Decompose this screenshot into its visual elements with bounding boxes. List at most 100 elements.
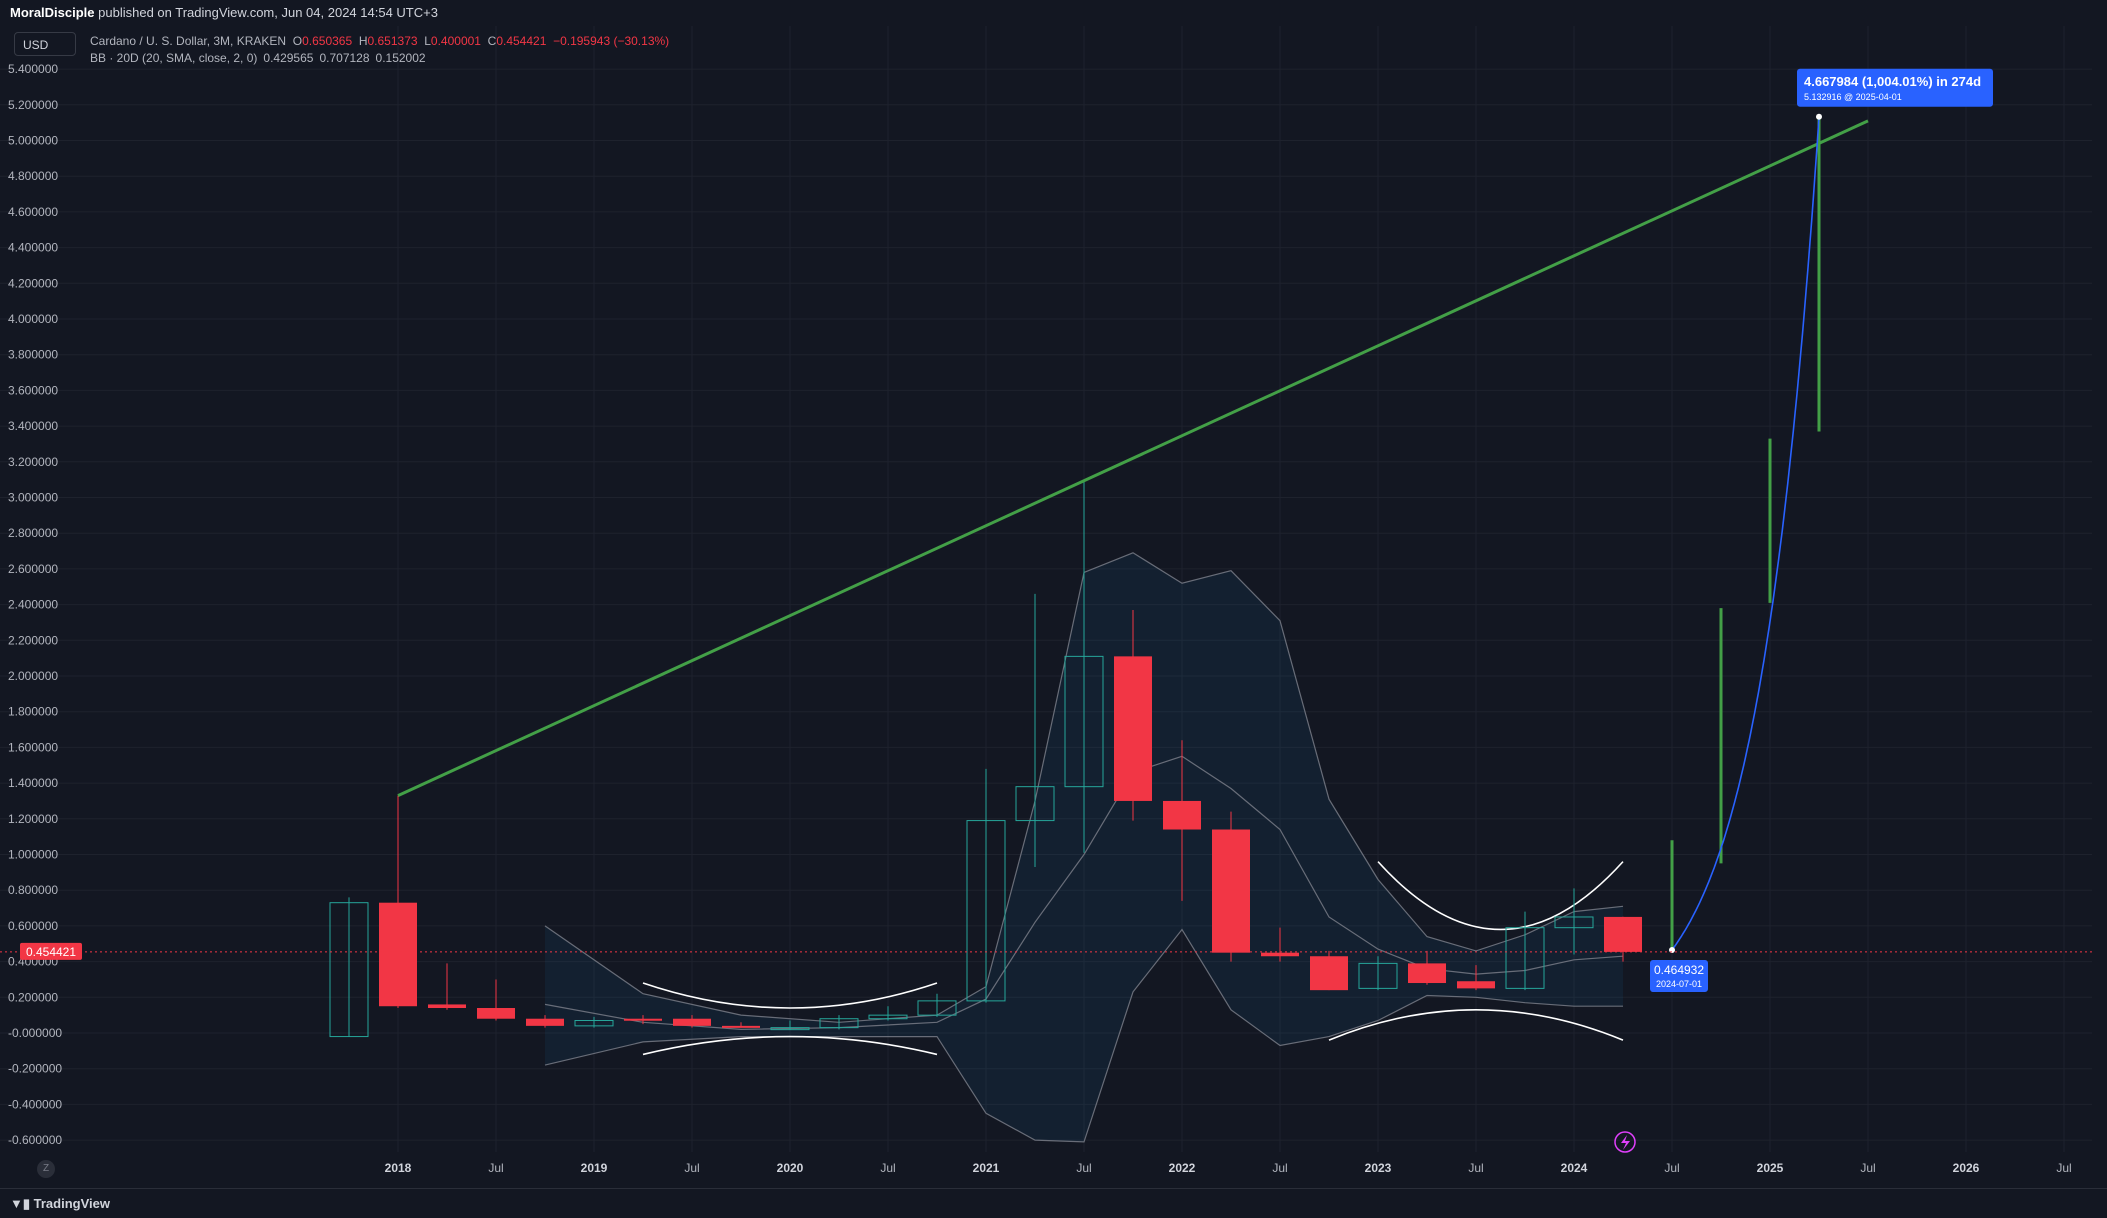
y-tick-label: 2.800000 bbox=[8, 526, 58, 540]
x-tick-label: 2018 bbox=[385, 1161, 412, 1175]
y-tick-label: 1.400000 bbox=[8, 776, 58, 790]
start-label-box bbox=[1650, 960, 1708, 993]
projection-layer bbox=[1669, 113, 1822, 954]
candle-body bbox=[379, 902, 417, 1007]
trendline bbox=[397, 119, 1869, 797]
y-tick-label: 0.800000 bbox=[8, 883, 58, 897]
x-tick-label: Jul bbox=[684, 1161, 699, 1175]
projection-end-dot bbox=[1816, 113, 1822, 120]
candle-body bbox=[1114, 656, 1152, 801]
y-tick-label: 2.000000 bbox=[8, 669, 58, 683]
y-tick-label: 4.200000 bbox=[8, 276, 58, 290]
trendline-layer bbox=[397, 119, 1869, 797]
legend-open: 0.650365 bbox=[302, 34, 353, 48]
candle-body bbox=[1604, 916, 1642, 952]
y-tick-label: 2.600000 bbox=[8, 562, 58, 576]
x-tick-label: 2025 bbox=[1757, 1161, 1784, 1175]
y-tick-label: 3.400000 bbox=[8, 419, 58, 433]
measure-label-main: 4.667984 (1,004.01%) in 274d bbox=[1804, 74, 1981, 89]
candle-body bbox=[574, 1020, 614, 1027]
candles bbox=[329, 479, 1642, 1038]
legend-close-label: C bbox=[487, 34, 497, 48]
legend-high: 0.651373 bbox=[367, 34, 418, 48]
candle-body bbox=[1064, 655, 1104, 788]
y-tick-label: -0.200000 bbox=[8, 1062, 62, 1076]
projection-curve bbox=[1671, 116, 1820, 951]
start-label-date: 2024-07-01 bbox=[1656, 979, 1702, 989]
y-tick-label: 1.200000 bbox=[8, 812, 58, 826]
footer-bar: ▼▮ TradingView bbox=[0, 1188, 2107, 1218]
chart-legend: Cardano / U. S. Dollar, 3M, KRAKEN O0.65… bbox=[90, 33, 669, 67]
zoom-button[interactable]: Z bbox=[37, 1160, 55, 1178]
currency-button[interactable]: USD bbox=[14, 32, 76, 56]
legend-row-indicator: BB · 20D (20, SMA, close, 2, 0) 0.429565 0… bbox=[90, 50, 669, 67]
y-tick-label: 3.800000 bbox=[8, 348, 58, 362]
curve-arc bbox=[1328, 1008, 1624, 1041]
y-tick-label: -0.400000 bbox=[8, 1097, 62, 1111]
y-tick-label: 4.000000 bbox=[8, 312, 58, 326]
candle-body bbox=[722, 1025, 760, 1028]
legend-low-label: L bbox=[424, 34, 431, 48]
y-tick-label: 3.000000 bbox=[8, 491, 58, 505]
x-tick-label: 2023 bbox=[1365, 1161, 1392, 1175]
legend-bb-lower: 0.152002 bbox=[375, 51, 426, 65]
legend-low: 0.400001 bbox=[430, 34, 481, 48]
y-tick-label: 4.800000 bbox=[8, 169, 58, 183]
candle-body bbox=[1310, 956, 1348, 991]
candle-body bbox=[477, 1008, 515, 1019]
curve-arc bbox=[642, 1035, 938, 1056]
price-axis: 5.400000 5.200000 5.000000 4.800000 4.600000… bbox=[8, 62, 62, 1147]
x-tick-label: Jul bbox=[2056, 1161, 2071, 1175]
legend-row-symbol: Cardano / U. S. Dollar, 3M, KRAKEN O0.65… bbox=[90, 33, 669, 50]
candle-body bbox=[770, 1027, 810, 1031]
publisher-name[interactable]: MoralDisciple bbox=[10, 5, 95, 20]
x-tick-label: 2020 bbox=[777, 1161, 804, 1175]
tv-icon: ▼▮ bbox=[10, 1196, 34, 1211]
candle-body bbox=[1015, 786, 1055, 822]
candle-body bbox=[966, 820, 1006, 1002]
y-tick-label: 5.400000 bbox=[8, 62, 58, 76]
x-tick-label: Jul bbox=[488, 1161, 503, 1175]
time-axis: 2018 Jul 2019 Jul 2020 Jul 2021 Jul 2022 Jul 2023 J… bbox=[385, 1161, 2072, 1175]
x-tick-label: Jul bbox=[1860, 1161, 1875, 1175]
candle-body bbox=[917, 1000, 957, 1016]
y-tick-label: 0.200000 bbox=[8, 990, 58, 1004]
y-tick-label: 2.400000 bbox=[8, 598, 58, 612]
candle-body bbox=[1261, 952, 1299, 957]
candle-body bbox=[1408, 963, 1446, 984]
y-tick-label: 0.600000 bbox=[8, 919, 58, 933]
measure-label-sub: 5.132916 @ 2025-04-01 bbox=[1804, 92, 1902, 102]
tradingview-logo[interactable]: ▼▮ TradingView bbox=[10, 1196, 110, 1212]
y-tick-label: 4.600000 bbox=[8, 205, 58, 219]
y-tick-label: 3.200000 bbox=[8, 455, 58, 469]
candle-body bbox=[673, 1018, 711, 1026]
y-tick-label: 3.600000 bbox=[8, 383, 58, 397]
x-tick-label: Jul bbox=[1468, 1161, 1483, 1175]
x-tick-label: 2022 bbox=[1169, 1161, 1196, 1175]
price-chart[interactable]: 5.400000 5.200000 5.000000 4.800000 4.600000… bbox=[0, 26, 2107, 1188]
y-tick-label: 1.600000 bbox=[8, 740, 58, 754]
y-tick-label: 1.000000 bbox=[8, 848, 58, 862]
candle-body bbox=[1554, 916, 1594, 929]
x-tick-label: 2021 bbox=[973, 1161, 1000, 1175]
tv-brand: TradingView bbox=[33, 1196, 110, 1211]
legend-bb-basis: 0.429565 bbox=[263, 51, 314, 65]
publisher-bar: MoralDisciple published on TradingView.c… bbox=[0, 0, 2107, 26]
candle-body bbox=[868, 1014, 908, 1020]
x-tick-label: 2019 bbox=[581, 1161, 608, 1175]
candle-body bbox=[1212, 829, 1250, 953]
legend-symbol[interactable]: Cardano / U. S. Dollar, 3M, KRAKEN bbox=[90, 34, 287, 48]
lightning-icon[interactable] bbox=[1614, 1131, 1636, 1153]
legend-indicator[interactable]: BB · 20D (20, SMA, close, 2, 0) bbox=[90, 51, 258, 65]
x-tick-label: Jul bbox=[1664, 1161, 1679, 1175]
x-tick-label: 2026 bbox=[1953, 1161, 1980, 1175]
legend-bb-upper: 0.707128 bbox=[319, 51, 370, 65]
bollinger-lower bbox=[544, 928, 1623, 1143]
y-tick-label: 2.200000 bbox=[8, 633, 58, 647]
curve-arc bbox=[642, 982, 938, 1009]
x-tick-label: Jul bbox=[1272, 1161, 1287, 1175]
start-label-price: 0.464932 bbox=[1654, 963, 1704, 977]
chart-labels: 0.454421 0.464932 2024-07-01 4.667984 (1,00… bbox=[20, 68, 1993, 1153]
y-tick-label: 5.000000 bbox=[8, 134, 58, 148]
x-tick-label: Jul bbox=[1076, 1161, 1091, 1175]
